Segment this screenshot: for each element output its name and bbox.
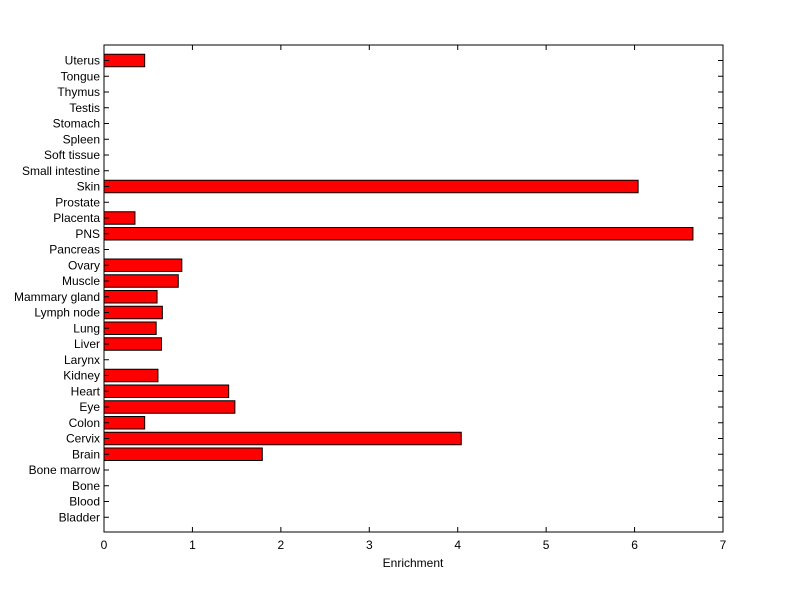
y-tick-label: Colon	[69, 416, 100, 430]
bar-colon	[103, 416, 146, 430]
x-tick-label: 5	[543, 538, 550, 552]
bar-skin	[103, 179, 639, 194]
y-tick-label: Lymph node	[34, 306, 100, 320]
x-tick-label: 7	[720, 538, 727, 552]
y-tick-label: Liver	[74, 337, 100, 351]
y-tick-label: Spleen	[63, 132, 100, 146]
bar-lung	[103, 321, 157, 335]
bar-eye	[103, 400, 236, 414]
bar-lymph-node	[103, 305, 163, 320]
y-tick-label: Soft tissue	[44, 148, 100, 162]
y-tick-label: Pancreas	[49, 243, 100, 257]
bar-heart	[103, 384, 230, 398]
x-tick-label: 6	[631, 538, 638, 552]
bar-cervix	[103, 431, 462, 446]
y-tick-label: Small intestine	[22, 164, 100, 178]
y-tick-label: Prostate	[55, 195, 100, 209]
y-tick-label: Testis	[69, 101, 100, 115]
y-tick-label: Brain	[72, 447, 100, 461]
y-tick-label: Bone marrow	[29, 463, 101, 477]
ticks-layer	[103, 45, 724, 532]
y-tick-label: Larynx	[64, 353, 100, 367]
y-tick-label: Skin	[77, 180, 100, 194]
bar-ovary	[103, 258, 183, 272]
y-tick-label: Muscle	[62, 274, 100, 288]
x-tick-label: 1	[189, 538, 196, 552]
y-tick-label: Kidney	[63, 369, 100, 383]
y-tick-label: Mammary gland	[14, 290, 100, 304]
x-tick-label: 2	[278, 538, 285, 552]
y-tick-label: Bone	[72, 479, 100, 493]
y-tick-label: Tongue	[61, 69, 101, 83]
y-tick-label: Bladder	[59, 510, 100, 524]
x-tick-label: 4	[454, 538, 461, 552]
y-tick-label: Blood	[69, 495, 100, 509]
x-tick-labels: 0 1 2 3 4 5 6 7	[101, 538, 727, 552]
y-tick-label: Cervix	[66, 432, 100, 446]
bar-muscle	[103, 274, 179, 288]
bar-brain	[103, 447, 263, 461]
bar-kidney	[103, 368, 159, 383]
y-tick-label: Stomach	[53, 117, 100, 131]
x-tick-label: 3	[366, 538, 373, 552]
y-tick-label: Uterus	[65, 54, 100, 68]
bar-uterus	[103, 53, 146, 68]
bar-pns	[103, 227, 694, 241]
x-tick-label: 0	[101, 538, 108, 552]
y-tick-label: Thymus	[57, 85, 100, 99]
plot-frame	[103, 44, 724, 533]
y-tick-label: Eye	[79, 400, 100, 414]
bar-mammary-gland	[103, 290, 158, 304]
y-tick-label: Heart	[71, 384, 101, 398]
y-tick-label: Lung	[73, 321, 100, 335]
y-tick-label: Placenta	[53, 211, 100, 225]
x-axis-label: Enrichment	[383, 556, 444, 570]
y-tick-label: Ovary	[68, 258, 100, 272]
bar-liver	[103, 337, 162, 351]
y-tick-label: PNS	[75, 227, 100, 241]
